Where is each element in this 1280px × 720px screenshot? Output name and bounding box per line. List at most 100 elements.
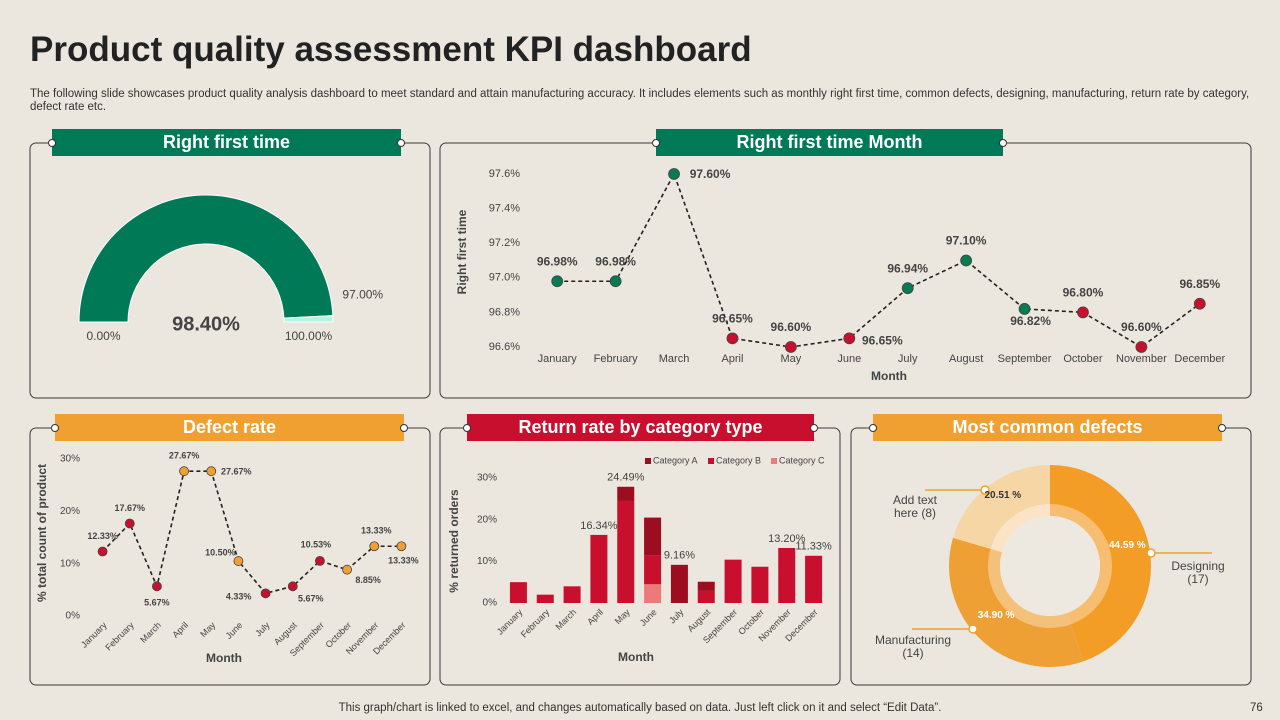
x-tick-label: December	[1174, 353, 1225, 365]
bar-segment	[563, 586, 581, 603]
legend-label: Category A	[653, 455, 698, 465]
data-point	[152, 581, 162, 592]
data-label: 4.33%	[226, 592, 252, 602]
x-tick-label: February	[519, 607, 552, 640]
y-tick-label: 97.6%	[489, 168, 520, 180]
data-point	[342, 564, 352, 575]
y-tick-label: 20%	[60, 506, 80, 517]
gauge-target-label: 97.00%	[342, 287, 383, 301]
gauge-value-label: 98.40%	[172, 313, 240, 335]
data-label: 10.50%	[205, 547, 236, 557]
x-tick-label: May	[198, 620, 217, 639]
bar-segment	[536, 594, 554, 603]
x-tick-label: September	[998, 353, 1052, 365]
slice-label: 34.90 %	[977, 610, 1015, 622]
x-tick-label: May	[613, 607, 632, 626]
data-label: 96.65%	[712, 312, 753, 326]
data-point	[668, 168, 680, 180]
data-label: 96.82%	[1010, 314, 1051, 328]
x-tick-label: October	[1063, 353, 1102, 365]
bar-segment	[670, 564, 688, 603]
y-tick-label: 96.8%	[489, 306, 520, 318]
donut-slice	[949, 537, 1084, 667]
data-point	[843, 332, 856, 345]
y-tick-label: 10%	[60, 558, 80, 569]
data-label: 12.33%	[87, 531, 118, 541]
data-point	[901, 282, 914, 295]
data-label: 13.33%	[388, 556, 419, 566]
data-point	[179, 466, 189, 477]
data-label: 96.94%	[887, 261, 928, 275]
y-tick-label: 96.6%	[489, 341, 520, 353]
data-point	[726, 332, 739, 345]
y-tick-label: 30%	[60, 454, 80, 465]
data-label: 5.67%	[298, 594, 324, 604]
gauge-rest-arc	[283, 315, 334, 323]
x-axis-title: Month	[871, 369, 907, 383]
data-label: 96.98%	[537, 254, 578, 268]
bar-segment	[805, 555, 823, 603]
bar-segment	[697, 590, 715, 603]
data-point	[1018, 303, 1031, 315]
data-label: 96.80%	[1063, 286, 1104, 300]
x-tick-label: April	[585, 607, 605, 627]
y-axis-title: % total count of product	[35, 464, 49, 602]
data-point	[287, 581, 298, 592]
data-point	[124, 518, 135, 529]
donut-slice	[952, 465, 1050, 553]
x-tick-label: July	[253, 620, 272, 639]
data-point	[315, 555, 325, 566]
data-label: 13.20%	[768, 533, 806, 545]
y-tick-label: 10%	[477, 556, 497, 567]
y-tick-label: 0%	[66, 611, 81, 622]
data-label: 97.60%	[690, 167, 731, 181]
x-tick-label: July	[667, 607, 686, 626]
callout-label: Manufacturing (14)	[874, 633, 952, 660]
data-point	[1135, 341, 1148, 353]
bar-segment	[697, 581, 715, 591]
legend-label: Category B	[716, 455, 761, 465]
bar-segment	[724, 559, 742, 603]
x-tick-label: November	[1116, 353, 1167, 365]
x-tick-label: June	[837, 353, 861, 365]
x-tick-label: June	[638, 607, 659, 628]
gauge-max-label: 100.00%	[285, 329, 333, 343]
bar-segment	[644, 555, 662, 585]
callout-dot	[968, 624, 978, 634]
x-tick-label: February	[594, 353, 639, 365]
data-label: 8.85%	[355, 575, 381, 585]
y-tick-label: 0%	[483, 598, 498, 609]
bar-segment	[509, 582, 527, 603]
callout-label: Add text here (8)	[892, 493, 938, 520]
slice-label: 44.59 %	[1109, 539, 1146, 551]
data-label: 9.16%	[664, 550, 695, 562]
donut-hole	[1000, 516, 1100, 616]
callout-dot	[1146, 548, 1156, 558]
x-tick-label: June	[224, 620, 245, 641]
data-point	[369, 541, 380, 552]
data-label: 96.60%	[1121, 320, 1162, 334]
x-tick-label: March	[138, 620, 163, 645]
y-axis-title: % returned orders	[447, 489, 461, 593]
x-tick-label: February	[103, 620, 136, 653]
gauge-min-label: 0.00%	[86, 329, 120, 343]
data-label: 27.67%	[221, 467, 252, 477]
data-label: 96.98%	[595, 254, 636, 268]
data-label: 96.85%	[1179, 277, 1220, 291]
legend-label: Category C	[779, 455, 825, 465]
x-tick-label: April	[721, 353, 743, 365]
data-label: 97.10%	[946, 234, 987, 248]
bar-segment	[644, 517, 662, 556]
data-label: 11.33%	[795, 541, 832, 553]
panel-title: Return rate by category type	[463, 414, 818, 441]
data-label: 96.60%	[771, 320, 812, 334]
slice-label: 20.51 %	[984, 490, 1022, 502]
data-label: 27.67%	[169, 451, 200, 461]
y-tick-label: 97.4%	[489, 203, 520, 215]
y-tick-label: 97.2%	[489, 237, 520, 249]
legend-swatch	[708, 458, 714, 464]
x-tick-label: March	[659, 353, 690, 365]
x-tick-label: March	[553, 607, 578, 632]
